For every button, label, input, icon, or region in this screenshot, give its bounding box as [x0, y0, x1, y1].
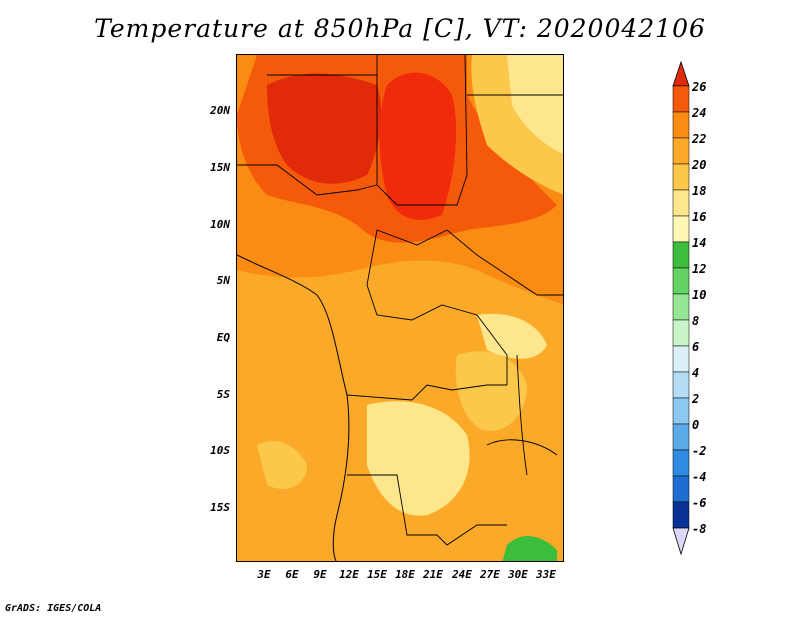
lat-label-10n: 10N	[210, 218, 230, 231]
lat-label-10s: 10S	[210, 444, 230, 457]
colorbar-label: -8	[692, 522, 707, 536]
colorbar-label: 0	[692, 418, 700, 432]
lon-label-9e: 9E	[313, 568, 327, 581]
colorbar-label: -4	[692, 470, 707, 484]
colorbar-label: 18	[692, 184, 707, 198]
lat-label-5n: 5N	[216, 274, 230, 287]
colorbar-swatch	[672, 241, 690, 269]
colorbar-label: -6	[692, 496, 707, 510]
colorbar-swatch	[672, 371, 690, 399]
credit-text: GrADS: IGES/COLA	[5, 603, 102, 614]
colorbar-swatch	[672, 137, 690, 165]
lon-label-27e: 27E	[480, 568, 500, 581]
temperature-field	[237, 55, 563, 561]
lon-label-6e: 6E	[285, 568, 299, 581]
colorbar-swatch	[672, 111, 690, 139]
colorbar-label: 20	[692, 158, 707, 172]
colorbar-label: 14	[692, 236, 707, 250]
colorbar	[672, 60, 690, 556]
colorbar-top-arrow	[672, 60, 690, 87]
temperature-map	[236, 54, 564, 562]
lon-label-33e: 33E	[536, 568, 556, 581]
colorbar-swatch	[672, 189, 690, 217]
colorbar-label: 4	[692, 366, 700, 380]
lon-label-18e: 18E	[395, 568, 415, 581]
lat-label-eq: EQ	[216, 331, 230, 344]
colorbar-swatch	[672, 85, 690, 113]
lon-label-3e: 3E	[257, 568, 271, 581]
lat-label-15n: 15N	[210, 161, 230, 174]
colorbar-label: 12	[692, 262, 707, 276]
colorbar-label: 2	[692, 392, 700, 406]
colorbar-swatch	[672, 163, 690, 191]
colorbar-swatch	[672, 215, 690, 243]
colorbar-label: 16	[692, 210, 707, 224]
colorbar-label: 10	[692, 288, 707, 302]
colorbar-label: 22	[692, 132, 707, 146]
colorbar-label: 24	[692, 106, 707, 120]
colorbar-swatch	[672, 319, 690, 347]
lon-label-24e: 24E	[452, 568, 472, 581]
colorbar-label: 26	[692, 80, 707, 94]
colorbar-swatch	[672, 267, 690, 295]
colorbar-swatch	[672, 397, 690, 425]
lon-label-12e: 12E	[339, 568, 359, 581]
lon-label-15e: 15E	[367, 568, 387, 581]
lat-label-20n: 20N	[210, 104, 230, 117]
lat-label-5s: 5S	[216, 388, 230, 401]
colorbar-swatch	[672, 501, 690, 529]
colorbar-label: -2	[692, 444, 707, 458]
colorbar-label: 6	[692, 340, 700, 354]
colorbar-swatch	[672, 475, 690, 503]
lon-label-21e: 21E	[423, 568, 443, 581]
colorbar-label: 8	[692, 314, 700, 328]
lon-label-30e: 30E	[508, 568, 528, 581]
colorbar-swatch	[672, 345, 690, 373]
colorbar-swatch	[672, 293, 690, 321]
map-title: Temperature at 850hPa [C], VT: 202004210…	[94, 14, 706, 43]
lat-label-15s: 15S	[210, 501, 230, 514]
colorbar-swatch	[672, 423, 690, 451]
colorbar-swatch	[672, 449, 690, 477]
colorbar-bottom-arrow	[672, 527, 690, 556]
